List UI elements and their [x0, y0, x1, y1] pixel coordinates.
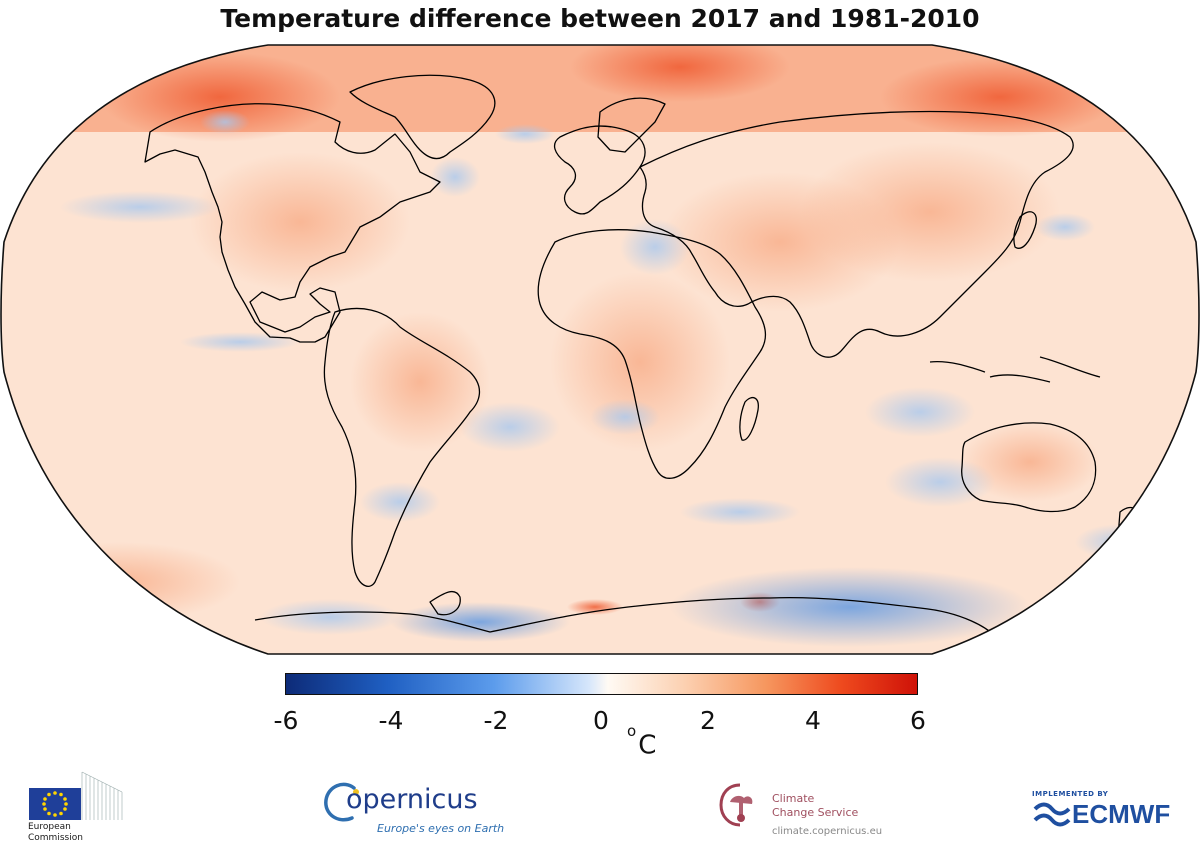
copernicus-c-icon	[324, 782, 359, 822]
ec-label-line2: Commission	[28, 833, 83, 843]
colorbar-tick: 4	[805, 706, 821, 735]
european-commission-logo: European Commission	[2, 764, 132, 848]
copernicus-logo: opernicus Europe's eyes on Earth	[322, 780, 504, 840]
c3s-label-line2: Change Service	[772, 806, 859, 819]
coastlines	[144, 74, 1139, 643]
colorbar-tick: 2	[700, 706, 716, 735]
globe-outline	[0, 44, 1200, 655]
colorbar-tick: -6	[273, 706, 299, 735]
ec-label-line1: European	[28, 822, 71, 832]
colorbar-tick: -2	[483, 706, 509, 735]
page-title: Temperature difference between 2017 and …	[220, 4, 980, 33]
c3s-logo: Climate Change Service climate.copernicu…	[718, 782, 882, 842]
ec-building-icon	[29, 771, 123, 820]
anomaly-field	[1, 45, 1199, 654]
c3s-label-line1: Climate	[772, 792, 815, 805]
ecmwf-implemented-by: IMPLEMENTED BY	[1032, 790, 1109, 798]
ecmwf-logo: IMPLEMENTED BY ECMWF	[1032, 790, 1192, 840]
copernicus-tagline: Europe's eyes on Earth	[377, 822, 505, 835]
ecmwf-wordmark: ECMWF	[1072, 799, 1171, 829]
colorbar-tick: 6	[910, 706, 926, 735]
colorbar-tick: 0	[593, 706, 609, 735]
world-anomaly-map	[0, 44, 1200, 655]
colorbar-tick: -4	[378, 706, 404, 735]
ecmwf-wave-icon	[1033, 802, 1071, 827]
c3s-url: climate.copernicus.eu	[772, 826, 883, 837]
colorbar	[285, 673, 918, 695]
copernicus-wordmark: opernicus	[346, 784, 478, 815]
thermometer-icon	[719, 783, 753, 827]
colorbar-unit: oC	[627, 722, 657, 761]
